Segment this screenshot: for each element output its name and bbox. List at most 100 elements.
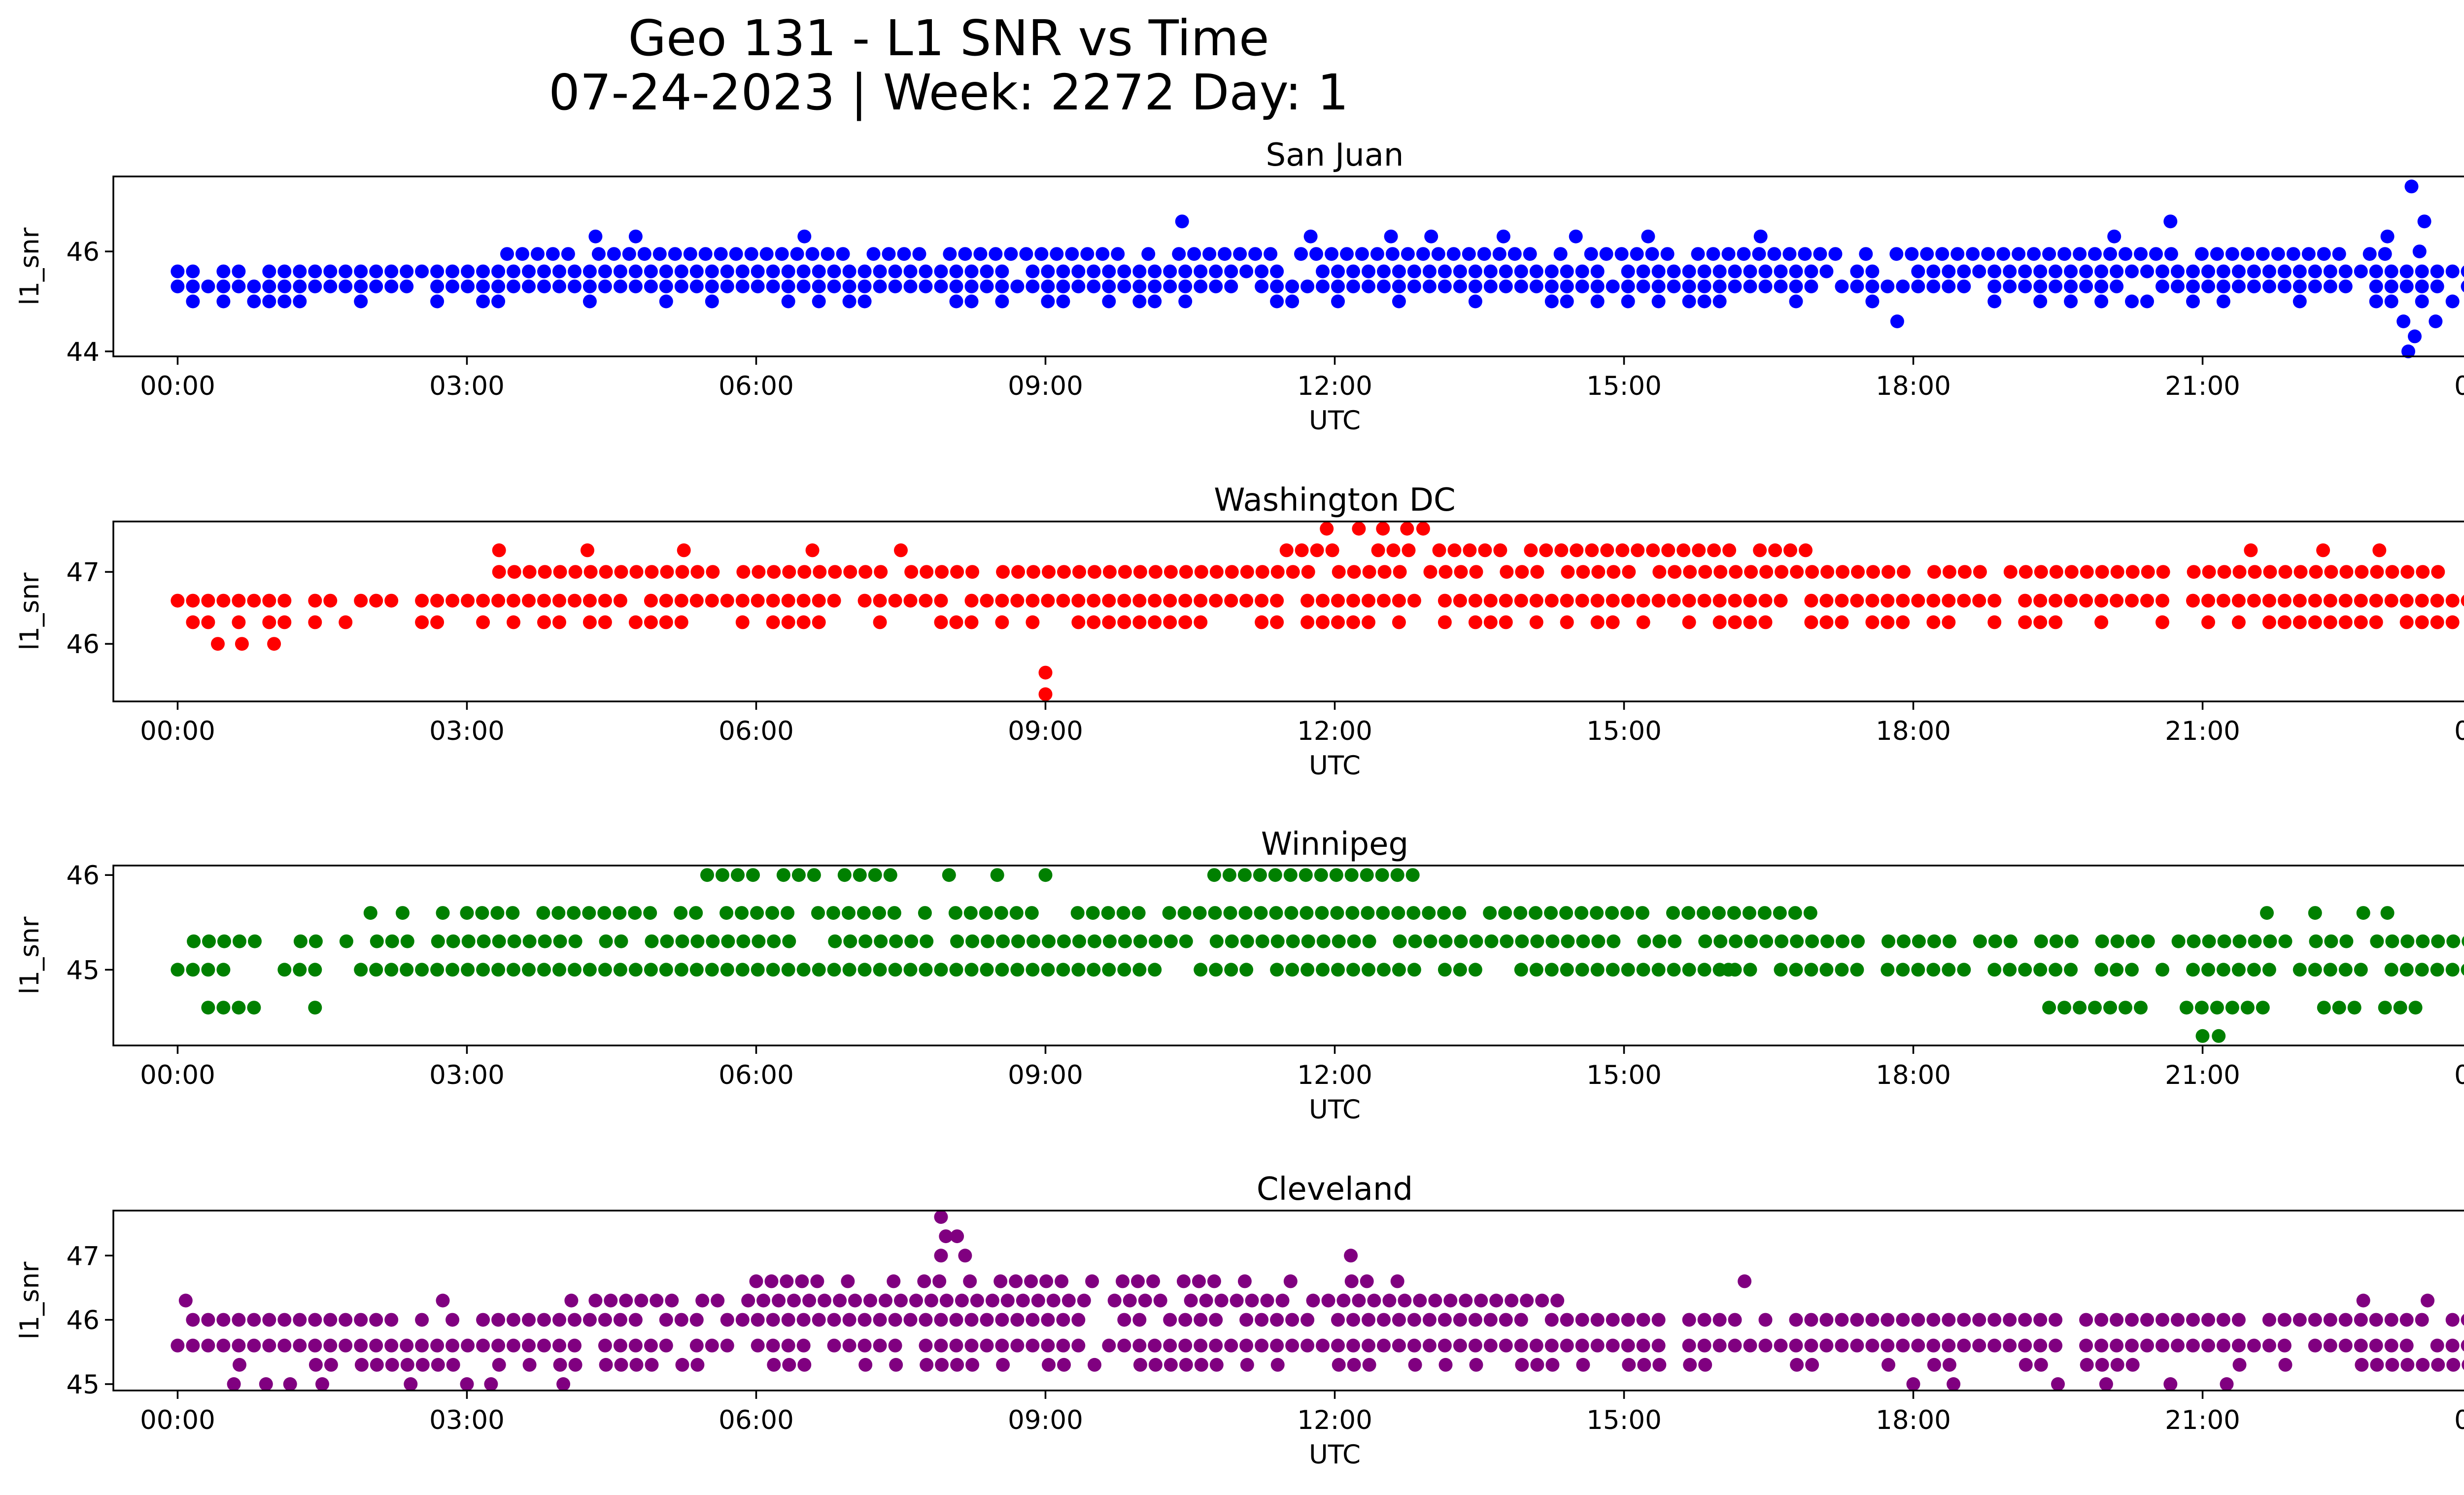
data-point	[674, 615, 688, 629]
data-point	[354, 1313, 368, 1327]
data-point	[1499, 1338, 1513, 1353]
data-point	[582, 264, 597, 278]
data-point	[2445, 593, 2460, 608]
data-point	[1850, 264, 1864, 278]
data-point	[1926, 963, 1941, 977]
data-point	[787, 1293, 801, 1308]
data-point	[1355, 247, 1369, 261]
data-point	[2263, 565, 2277, 579]
data-point	[2156, 1313, 2169, 1327]
data-point	[1636, 963, 1650, 977]
data-point	[766, 593, 780, 608]
data-point	[2095, 1357, 2109, 1372]
data-point	[836, 247, 850, 261]
data-point	[1712, 279, 1727, 294]
data-point	[370, 1357, 384, 1372]
data-point	[1773, 906, 1787, 920]
data-point	[729, 247, 743, 261]
data-point	[1636, 593, 1650, 608]
data-point	[1362, 264, 1375, 278]
data-point	[1065, 247, 1079, 261]
data-point	[1056, 1338, 1070, 1353]
data-point	[614, 934, 628, 948]
data-point	[1438, 934, 1453, 948]
data-point	[1462, 247, 1476, 261]
data-point	[2033, 963, 2048, 977]
data-point	[716, 868, 729, 882]
data-point	[2385, 565, 2399, 579]
data-point	[1682, 963, 1696, 977]
data-point	[538, 934, 552, 948]
data-point	[2354, 963, 2368, 977]
data-point	[2277, 279, 2292, 294]
data-point	[1926, 1313, 1941, 1327]
data-point	[216, 963, 231, 977]
data-point	[1896, 279, 1910, 294]
data-point	[308, 1001, 322, 1015]
data-point	[934, 279, 948, 294]
data-point	[2140, 1313, 2154, 1327]
data-point	[2356, 906, 2370, 920]
data-point	[1559, 906, 1574, 920]
data-point	[1636, 1313, 1650, 1327]
data-point	[1667, 264, 1681, 278]
data-point	[1790, 934, 1804, 948]
data-point	[187, 934, 201, 948]
data-point	[690, 565, 705, 579]
data-point	[705, 593, 719, 608]
data-point	[827, 1313, 841, 1327]
data-point	[695, 1293, 710, 1308]
data-point	[996, 1357, 1010, 1372]
data-point	[308, 1313, 322, 1327]
data-point	[582, 593, 597, 608]
data-point	[1554, 543, 1569, 557]
data-point	[323, 264, 338, 278]
data-point	[1637, 1357, 1651, 1372]
data-point	[795, 1274, 809, 1288]
data-point	[262, 294, 276, 309]
data-point	[430, 1338, 445, 1353]
data-point	[2278, 565, 2293, 579]
data-point	[2445, 615, 2460, 629]
data-point	[659, 294, 673, 309]
data-point	[2094, 615, 2109, 629]
data-point	[1530, 934, 1544, 948]
data-point	[1453, 963, 1467, 977]
data-point	[1753, 543, 1767, 557]
data-point	[1752, 247, 1766, 261]
data-point	[491, 593, 506, 608]
x-axis-label: UTC	[1309, 751, 1361, 781]
data-point	[461, 264, 475, 278]
data-point	[650, 1293, 664, 1308]
data-point	[1520, 1293, 1534, 1308]
data-point	[1178, 1313, 1193, 1327]
data-point	[415, 963, 429, 977]
data-point	[1038, 687, 1053, 701]
data-point	[842, 264, 856, 278]
data-point	[1798, 247, 1812, 261]
data-point	[735, 963, 750, 977]
data-point	[1698, 934, 1712, 948]
data-point	[2107, 229, 2122, 243]
data-point	[186, 615, 200, 629]
data-point	[2445, 294, 2460, 309]
data-point	[598, 1338, 612, 1353]
data-point	[965, 565, 980, 579]
data-point	[821, 247, 835, 261]
data-point	[2049, 1338, 2063, 1353]
data-point	[2308, 593, 2322, 608]
data-point	[888, 279, 902, 294]
data-point	[1392, 963, 1406, 977]
data-point	[1835, 615, 1849, 629]
data-point	[1667, 963, 1681, 977]
data-point	[2201, 963, 2215, 977]
data-point	[2317, 247, 2331, 261]
data-point	[796, 963, 811, 977]
data-point	[2125, 1313, 2139, 1327]
data-point	[445, 279, 460, 294]
data-point	[1973, 565, 1987, 579]
data-point	[690, 934, 705, 948]
data-point	[812, 264, 826, 278]
data-point	[1622, 1357, 1636, 1372]
